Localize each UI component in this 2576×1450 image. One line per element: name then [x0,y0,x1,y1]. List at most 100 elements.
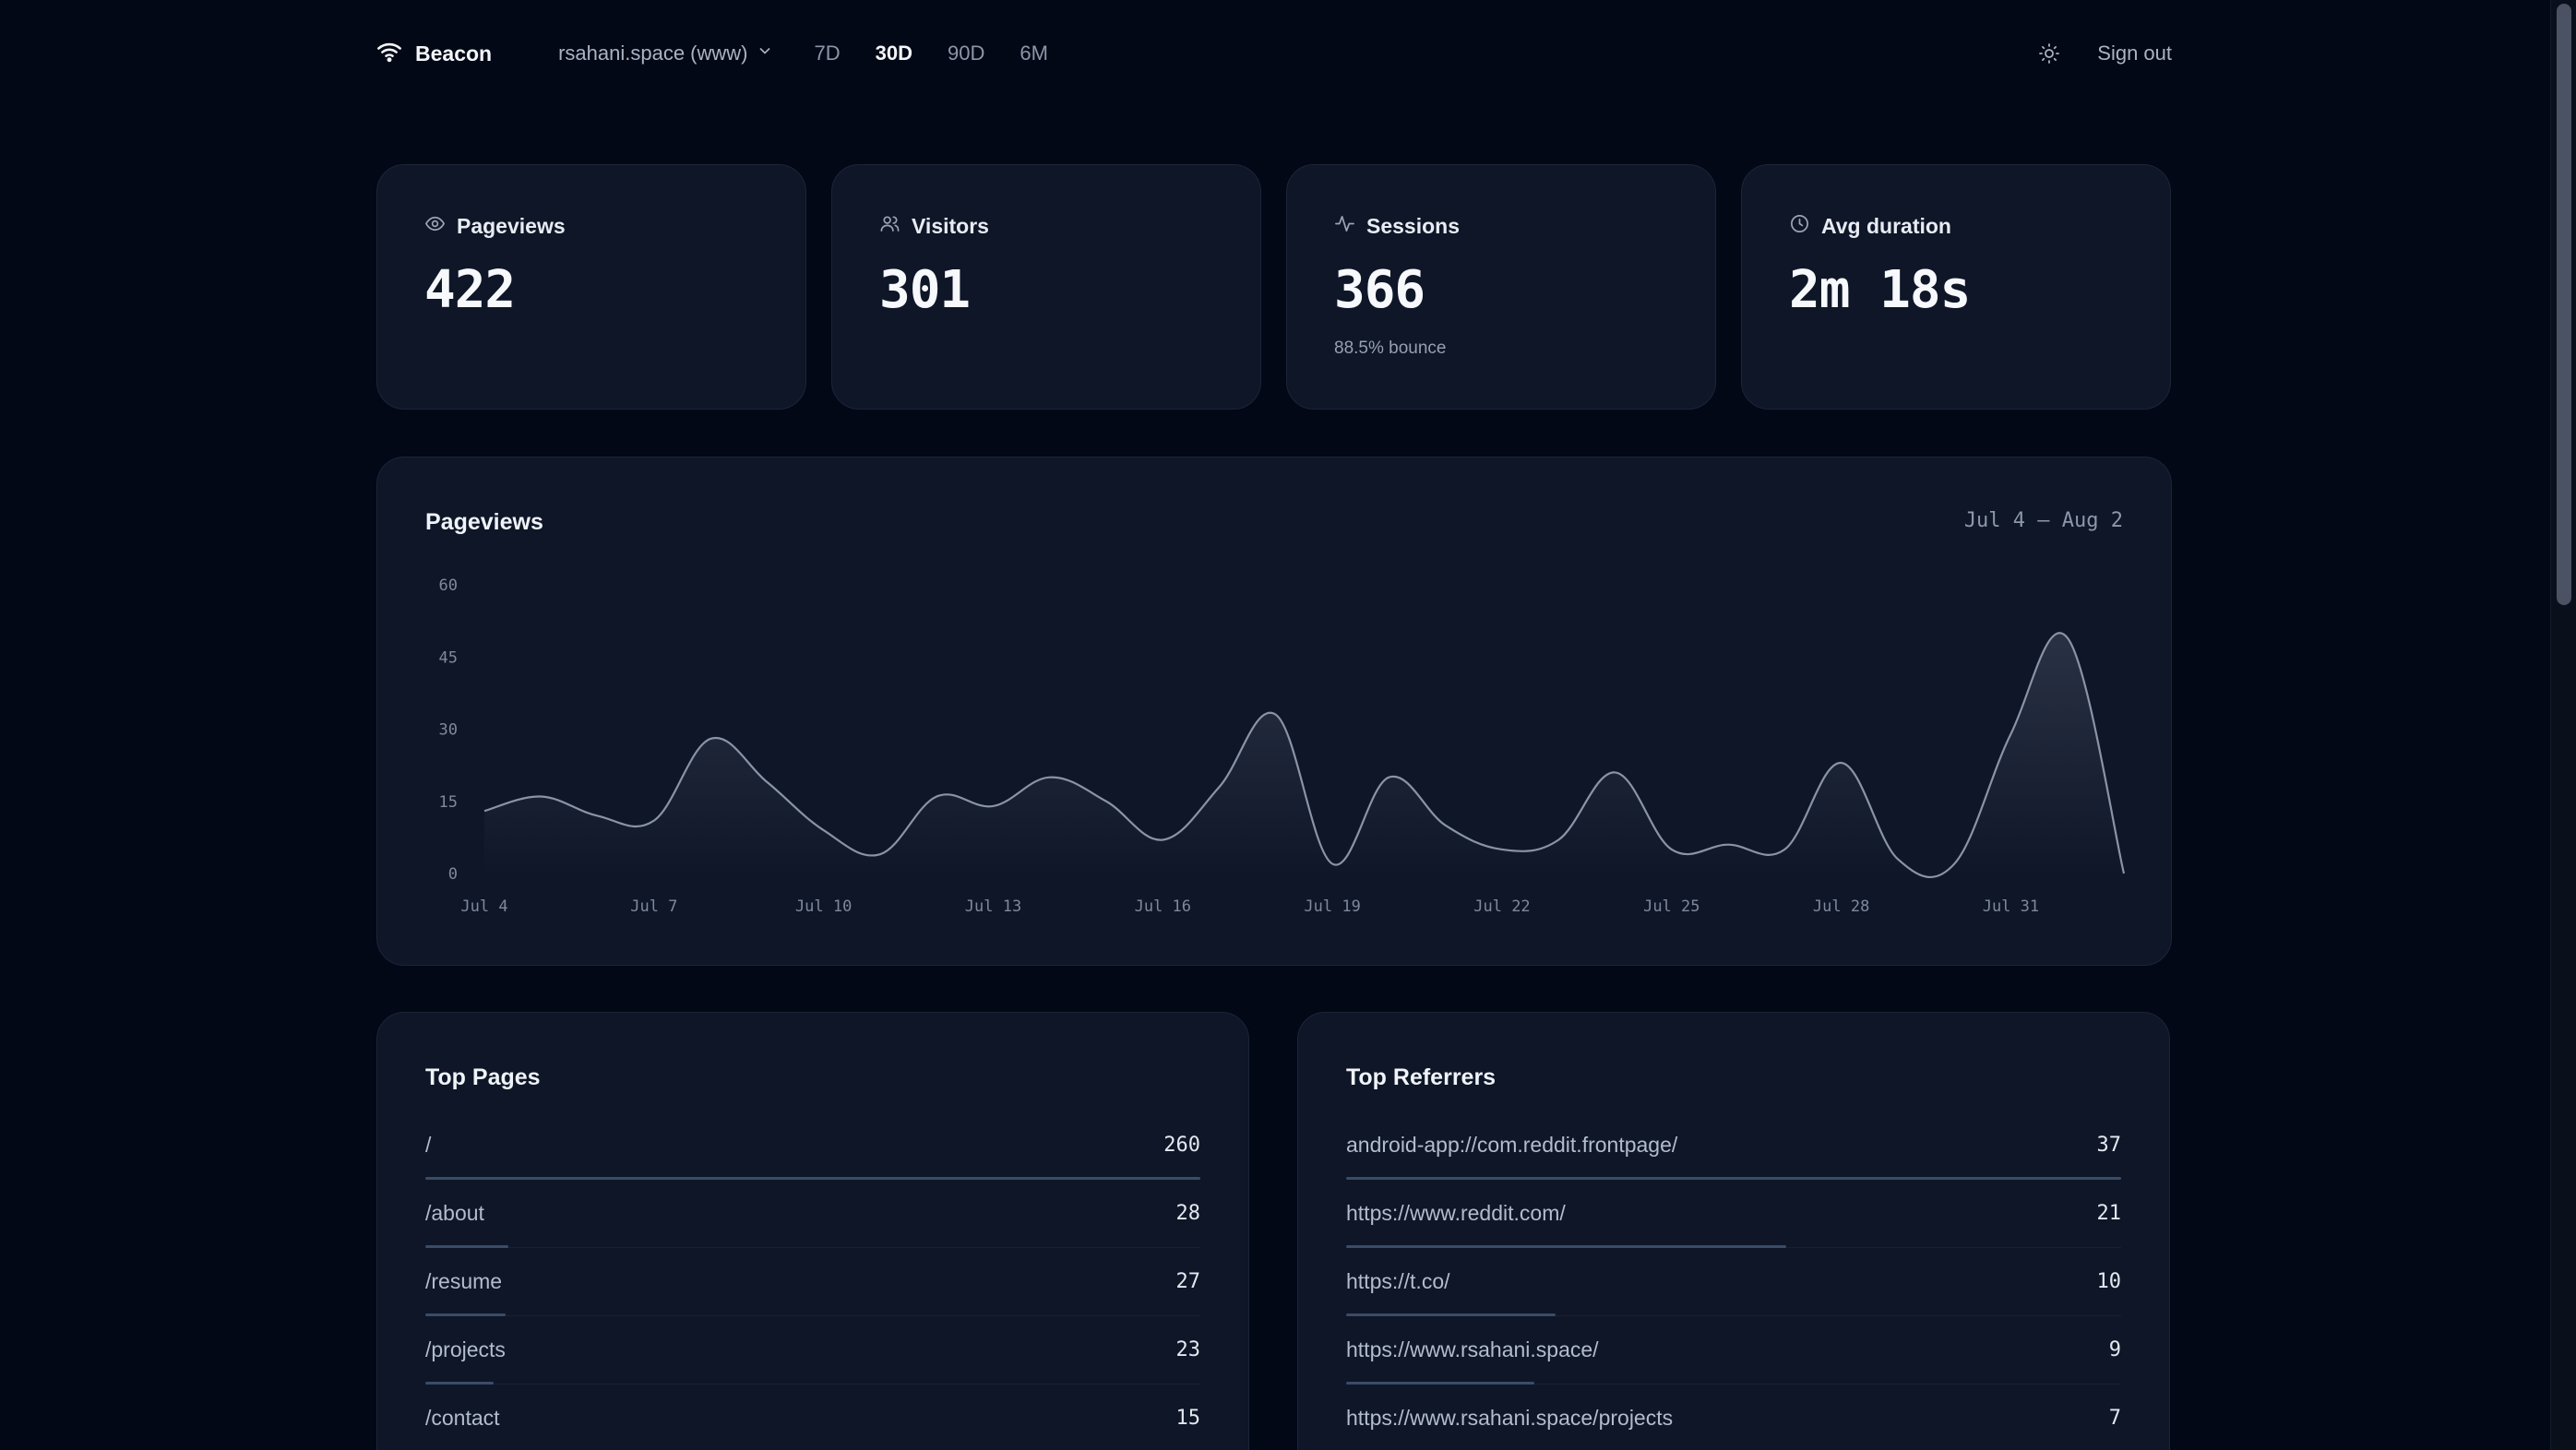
eye-icon [424,213,446,240]
chart-point[interactable] [873,847,888,862]
chart-point[interactable] [1721,838,1735,852]
list-item-label: https://www.rsahani.space/ [1346,1337,1599,1361]
page-scrollbar[interactable] [2550,0,2576,1450]
scrollbar-thumb[interactable] [2557,4,2571,605]
x-tick-label: Jul 16 [1135,897,1191,916]
x-tick-label: Jul 31 [1983,897,2039,916]
users-icon [879,213,900,240]
list-item-bar [1346,1177,2121,1180]
chart-point[interactable] [1495,842,1509,857]
chart-area-fill [484,633,2124,877]
range-tab-90d[interactable]: 90D [947,42,985,65]
chart-point[interactable] [1212,779,1227,794]
list-item[interactable]: /resume 27 [425,1248,1200,1316]
list-item[interactable]: android-app://com.reddit.frontpage/37 [1346,1111,2121,1180]
chart-point[interactable] [1777,842,1792,857]
chart-point[interactable] [1099,794,1114,809]
chart-point[interactable] [929,790,944,804]
list-item[interactable]: /contact 15 [425,1385,1200,1450]
chart-point[interactable] [1890,851,1905,866]
chart-point[interactable] [1834,755,1849,770]
top-referrers-title: Top Referrers [1346,1064,1497,1090]
range-tab-6m[interactable]: 6M [1020,42,1048,65]
chart-point[interactable] [477,803,492,818]
list-item-label: /contact [425,1406,500,1430]
pageviews-chart[interactable]: 0 15 30 45 60 Jul 4 Jul 7 Jul 10 Jul 13 Jul 16 Jul… [377,458,2173,967]
site-selector[interactable]: rsahani.space (www) [558,42,773,65]
chart-point[interactable] [1551,832,1566,847]
list-item[interactable]: /about 28 [425,1180,1200,1248]
list-item-bar [425,1177,1200,1180]
header-actions: Sign out [2038,42,2172,65]
list-item-label: https://www.rsahani.space/projects [1346,1406,1674,1430]
list-item[interactable]: / 260 [425,1111,1200,1180]
list-item-count: 21 [2096,1202,2122,1225]
chart-date-range: Jul 4 – Aug 2 [1963,509,2123,532]
list-item-label: android-app://com.reddit.frontpage/ [1346,1133,1678,1157]
chart-point[interactable] [590,808,605,823]
chart-point[interactable] [1664,842,1679,857]
list-item-count: 15 [1175,1407,1201,1430]
chart-point[interactable] [1325,857,1340,872]
chart-point[interactable] [647,814,662,828]
list-item[interactable]: https://www.rsahani.space/9 [1346,1316,2121,1385]
y-tick-label: 45 [439,648,458,667]
stat-value-sessions: 366 [1334,260,1425,320]
list-item-label: /resume [425,1269,503,1293]
chart-point[interactable] [703,731,718,746]
y-tick-label: 30 [439,721,458,740]
x-tick-label: Jul 10 [795,897,852,916]
chart-point[interactable] [1947,857,1962,872]
wifi-icon [376,39,402,69]
range-tab-30d[interactable]: 30D [875,42,912,65]
chart-point[interactable] [1608,765,1623,779]
stat-card-avg-duration: Avg duration 2m 18s [1741,164,2171,410]
list-item[interactable]: https://www.reddit.com/21 [1346,1180,2121,1248]
chart-point[interactable] [2060,630,2075,645]
list-item-bar [1346,1313,1556,1316]
list-item-bar [1346,1382,1535,1385]
sign-out-button[interactable]: Sign out [2097,42,2172,65]
clock-icon [1789,213,1810,240]
stat-label-text: Avg duration [1821,214,1951,238]
top-pages-title: Top Pages [425,1064,541,1090]
stat-label-duration: Avg duration [1789,213,2170,240]
chart-point[interactable] [2117,866,2131,881]
chart-point[interactable] [1155,832,1170,847]
list-item[interactable]: /projects 23 [425,1316,1200,1385]
y-tick-label: 60 [439,576,458,595]
list-item-count: 10 [2096,1270,2122,1293]
chart-point[interactable] [1269,707,1283,722]
list-item-label: https://www.reddit.com/ [1346,1201,1566,1225]
brand[interactable]: Beacon [376,39,492,69]
list-item-bar [425,1245,509,1248]
stat-card-visitors: Visitors 301 [831,164,1261,410]
list-item[interactable]: https://t.co/10 [1346,1248,2121,1316]
chart-point[interactable] [1043,770,1057,785]
chart-point[interactable] [759,775,774,790]
stat-label-pageviews: Pageviews [424,213,805,240]
stat-card-pageviews: Pageviews 422 [376,164,806,410]
list-item[interactable]: https://www.rsahani.space/projects 7 [1346,1385,2121,1450]
chart-title: Pageviews [425,509,543,535]
sun-icon[interactable] [2038,42,2060,65]
top-referrers-list: android-app://com.reddit.frontpage/37 htt… [1346,1111,2121,1450]
chart-point[interactable] [1438,818,1453,833]
list-item-count: 23 [1175,1338,1201,1361]
pageviews-chart-card: Pageviews Jul 4 – Aug 2 0 15 30 45 60 Jul 4 Ju… [376,457,2172,966]
list-item-count: 260 [1163,1134,1200,1157]
chart-point[interactable] [1381,770,1396,785]
top-referrers-card: Top Referrers android-app://com.reddit.f… [1297,1012,2170,1450]
list-item-label: / [425,1133,432,1157]
x-tick-label: Jul 25 [1643,897,1699,916]
chart-point[interactable] [985,799,1000,814]
list-item-count: 9 [2108,1338,2121,1361]
list-item-bar [425,1313,507,1316]
stat-label-visitors: Visitors [879,213,1260,240]
x-tick-label: Jul 19 [1304,897,1360,916]
range-tab-7d[interactable]: 7D [814,42,841,65]
chart-point[interactable] [817,823,831,838]
chart-point[interactable] [2003,727,2018,742]
chart-point[interactable] [533,790,548,804]
